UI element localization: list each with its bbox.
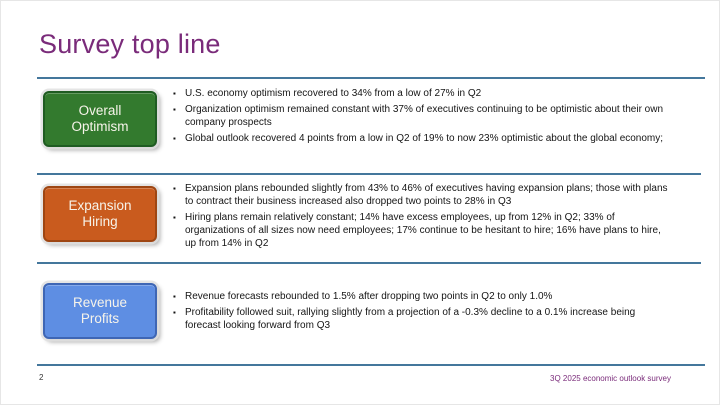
bullet-icon: ▪ bbox=[173, 89, 176, 98]
bullet-text: Expansion plans rebounded slightly from … bbox=[185, 183, 668, 207]
section-expansion-hiring: Expansion Hiring ▪ Expansion plans rebou… bbox=[43, 180, 683, 253]
title-divider bbox=[37, 77, 705, 79]
bullet-item: ▪ Global outlook recovered 4 points from… bbox=[173, 132, 673, 145]
bullet-list: ▪ U.S. economy optimism recovered to 34%… bbox=[173, 85, 683, 148]
footer-note: 3Q 2025 economic outlook survey bbox=[550, 374, 671, 383]
bullet-text: Hiring plans remain relatively constant;… bbox=[185, 212, 661, 249]
section-overall-optimism: Overall Optimism ▪ U.S. economy optimism… bbox=[43, 85, 683, 148]
bullet-text: Profitability followed suit, rallying sl… bbox=[185, 307, 636, 331]
box-label-line: Hiring bbox=[82, 214, 118, 229]
bullet-text: U.S. economy optimism recovered to 34% f… bbox=[185, 88, 482, 99]
section-divider bbox=[37, 262, 701, 264]
overall-optimism-box: Overall Optimism bbox=[43, 91, 157, 147]
section-divider bbox=[37, 173, 701, 175]
bullet-icon: ▪ bbox=[173, 184, 176, 193]
box-label-line: Expansion bbox=[68, 197, 132, 213]
section-revenue-profits: Revenue Profits ▪ Revenue forecasts rebo… bbox=[43, 283, 683, 339]
bullet-item: ▪ Hiring plans remain relatively constan… bbox=[173, 211, 673, 250]
bullet-text: Global outlook recovered 4 points from a… bbox=[185, 133, 664, 144]
bullet-item: ▪ U.S. economy optimism recovered to 34%… bbox=[173, 87, 673, 100]
bullet-text: Organization optimism remained constant … bbox=[185, 104, 664, 128]
expansion-hiring-box: Expansion Hiring bbox=[43, 186, 157, 242]
bullet-icon: ▪ bbox=[173, 105, 176, 114]
page-number: 2 bbox=[39, 373, 44, 382]
footer-divider bbox=[37, 364, 705, 366]
bullet-icon: ▪ bbox=[173, 134, 176, 143]
bullet-icon: ▪ bbox=[173, 213, 176, 222]
box-label-line: Optimism bbox=[71, 119, 129, 134]
bullet-icon: ▪ bbox=[173, 308, 176, 317]
bullet-item: ▪ Organization optimism remained constan… bbox=[173, 103, 673, 129]
box-label-line: Revenue bbox=[72, 294, 128, 310]
bullet-list: ▪ Expansion plans rebounded slightly fro… bbox=[173, 180, 683, 253]
bullet-item: ▪ Revenue forecasts rebounded to 1.5% af… bbox=[173, 290, 673, 303]
page-title: Survey top line bbox=[39, 29, 221, 59]
revenue-profits-box: Revenue Profits bbox=[43, 283, 157, 339]
bullet-icon: ▪ bbox=[173, 292, 176, 301]
bullet-item: ▪ Expansion plans rebounded slightly fro… bbox=[173, 182, 673, 208]
bullet-text: Revenue forecasts rebounded to 1.5% afte… bbox=[185, 291, 553, 302]
box-label-line: Profits bbox=[80, 311, 120, 326]
bullet-item: ▪ Profitability followed suit, rallying … bbox=[173, 306, 673, 332]
box-label-line: Overall bbox=[78, 102, 122, 118]
bullet-list: ▪ Revenue forecasts rebounded to 1.5% af… bbox=[173, 283, 683, 335]
